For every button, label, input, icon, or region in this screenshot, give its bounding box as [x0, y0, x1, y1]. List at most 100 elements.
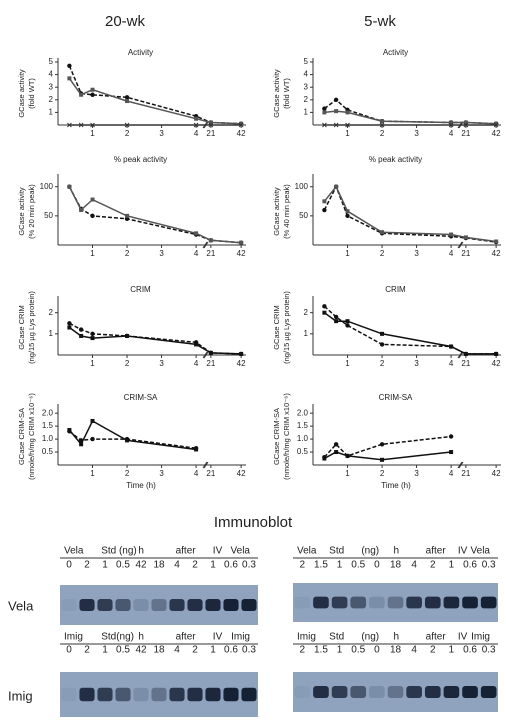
lane-label: 4: [411, 645, 417, 656]
y-axis-label: GCase activity: [17, 187, 26, 236]
x-tick-label: 42: [492, 469, 501, 478]
y-axis-label: (ng/15 µg Lys protein): [27, 291, 36, 364]
point: [334, 319, 339, 324]
band: [294, 686, 311, 698]
x-tick-label: 4: [194, 249, 199, 258]
point: [449, 344, 454, 349]
lane-label: 0.3: [242, 645, 256, 656]
band: [406, 686, 422, 698]
band: [350, 596, 367, 609]
series-line: [323, 185, 497, 243]
point: [125, 99, 130, 104]
band: [369, 596, 385, 609]
point: [380, 331, 385, 336]
band: [205, 687, 221, 702]
point: [322, 456, 327, 461]
series-line: [324, 110, 497, 125]
point: [125, 213, 130, 218]
blot-header: IV: [213, 546, 223, 557]
x-tick-label: 3: [159, 249, 164, 258]
band: [480, 596, 497, 609]
band: [443, 686, 460, 698]
y-axis-label: GCase CRIM-SA: [272, 408, 281, 465]
x-tick-label: 3: [414, 359, 419, 368]
point: [380, 457, 385, 462]
band: [443, 596, 460, 609]
y-tick-label: 1: [304, 108, 309, 117]
point: [333, 122, 339, 128]
point: [322, 106, 327, 111]
axis-break: [202, 461, 208, 469]
band: [462, 686, 478, 698]
blot-header: h: [138, 546, 144, 557]
y-tick-label: 100: [40, 182, 54, 191]
point: [79, 333, 84, 338]
blot-header: Std: [329, 546, 344, 557]
x-tick-label: 21: [206, 249, 215, 258]
lane-label: 1.5: [314, 560, 328, 571]
x-tick-label: 2: [380, 249, 385, 258]
x-tick-label: 3: [159, 129, 164, 138]
x-tick-label: 42: [492, 249, 501, 258]
x-tick-label: 2: [380, 129, 385, 138]
band: [151, 599, 167, 611]
blot-header: after: [426, 546, 447, 557]
x-tick-label: 4: [449, 249, 454, 258]
lane-label: 1: [102, 645, 108, 656]
point: [379, 122, 385, 128]
series-line: [68, 186, 242, 244]
x-tick-label: 1: [90, 129, 95, 138]
point: [67, 63, 72, 68]
y-axis-label: (% 20 min peak): [27, 184, 36, 239]
point: [322, 110, 327, 115]
lane-label: 0.5: [351, 645, 365, 656]
band: [133, 687, 149, 702]
blot-header: Std(ng): [101, 632, 134, 643]
point: [90, 92, 95, 97]
chart-title: CRIM: [385, 285, 406, 294]
lane-label: 0.5: [351, 560, 365, 571]
axis-break: [458, 351, 464, 359]
point: [208, 120, 213, 125]
x-tick-label: 2: [125, 359, 130, 368]
y-axis-label: GCase CRIM: [272, 305, 281, 350]
point: [333, 314, 339, 320]
lane-label: 1.5: [314, 645, 328, 656]
row-label: Vela: [8, 598, 34, 613]
y-tick-label: 1: [304, 329, 309, 338]
x-tick-label: 21: [206, 129, 215, 138]
y-tick-label: 2: [49, 95, 54, 104]
series-line: [323, 312, 497, 355]
point: [90, 122, 95, 128]
band: [424, 596, 441, 609]
x-tick-label: 4: [449, 359, 454, 368]
blot-header: after: [176, 632, 197, 643]
series-line: [68, 430, 197, 449]
y-axis-label: GCase CRIM-SA: [17, 408, 26, 465]
point: [208, 238, 213, 243]
blot-header: after: [426, 632, 447, 643]
band: [331, 596, 348, 609]
y-tick-label: 2.0: [297, 408, 309, 417]
point: [194, 116, 199, 121]
point: [90, 213, 95, 219]
blot-header: Std (ng): [101, 546, 137, 557]
lane-label: 0.6: [224, 560, 238, 571]
x-tick-label: 42: [492, 359, 501, 368]
lane-label: 2: [84, 560, 90, 571]
y-axis-label: (% 40 min peak): [282, 184, 291, 239]
lane-label: 0.5: [116, 560, 130, 571]
point: [239, 121, 244, 126]
lane-label: 2: [192, 645, 198, 656]
point: [448, 122, 454, 128]
point: [239, 240, 244, 245]
lane-label: 0.3: [482, 645, 496, 656]
point: [90, 436, 95, 442]
series-line: [323, 305, 497, 355]
point: [67, 321, 72, 326]
x-tick-label: 4: [449, 129, 454, 138]
chart-title: % peak activity: [369, 155, 422, 164]
blot-header: Vela: [231, 546, 251, 557]
y-tick-label: 2.0: [42, 408, 54, 417]
